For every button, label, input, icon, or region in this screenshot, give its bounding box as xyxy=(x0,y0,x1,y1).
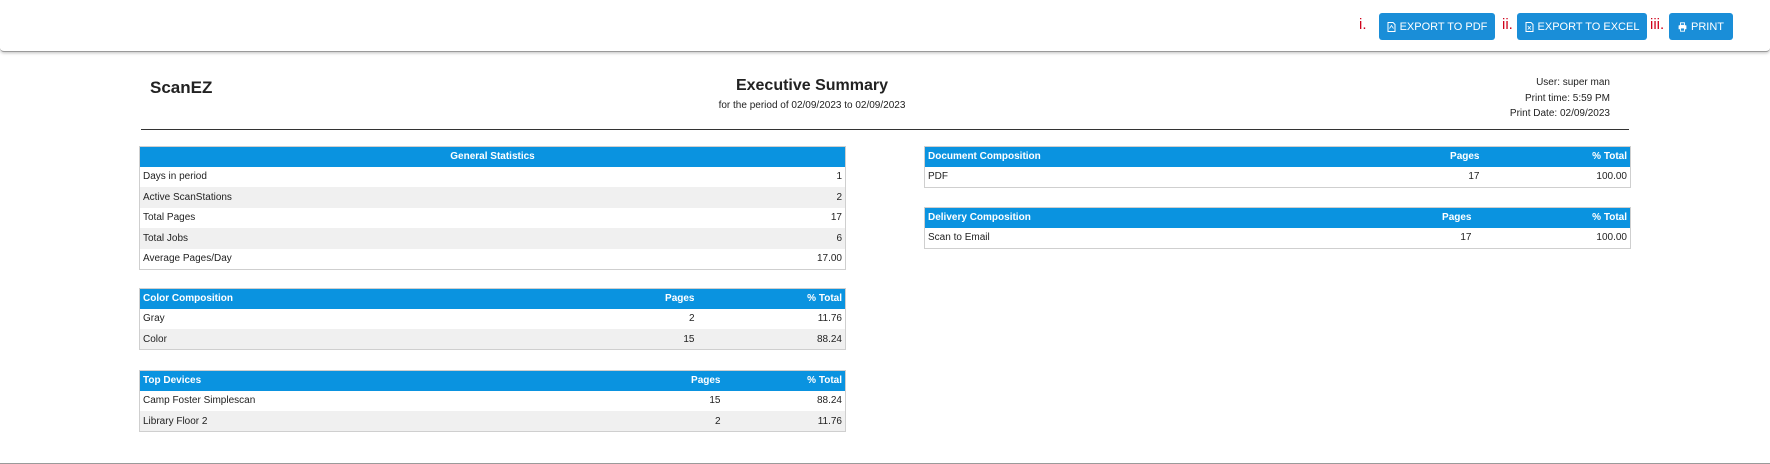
delivery-composition-header: Delivery Composition xyxy=(924,207,1365,228)
percent-total-header: % Total xyxy=(697,288,846,309)
pages-header: Pages xyxy=(1364,207,1475,228)
row-name: PDF xyxy=(928,171,948,182)
top-devices-table: Top Devices Pages % Total Camp Foster Si… xyxy=(139,370,846,432)
stat-value: 2 xyxy=(670,187,846,208)
marker-export-excel: ii. xyxy=(1502,16,1513,33)
pages-header: Pages xyxy=(579,288,698,309)
row-pages: 2 xyxy=(688,313,695,325)
pages-header: Pages xyxy=(1364,146,1483,167)
top-devices-header: Top Devices xyxy=(139,370,580,391)
print-button[interactable]: PRINT xyxy=(1669,13,1733,40)
header-divider xyxy=(141,129,1629,130)
table-row: Color 15 88.24 xyxy=(139,329,846,350)
row-name: Gray xyxy=(143,313,165,325)
stat-value: 17 xyxy=(830,212,842,224)
table-row: Total Pages 17 xyxy=(140,208,846,229)
table-row: Active ScanStations 2 xyxy=(139,187,846,208)
report-period: for the period of 02/09/2023 to 02/09/20… xyxy=(718,100,906,111)
color-composition-header: Color Composition xyxy=(139,288,580,309)
print-user: User: super man xyxy=(1536,77,1610,88)
table-row: Average Pages/Day 17.00 xyxy=(140,249,846,270)
color-composition-table: Color Composition Pages % Total Gray 2 11.… xyxy=(139,288,846,350)
row-percent: 11.76 xyxy=(723,411,846,432)
report-toolbar: i. EXPORT TO PDF ii. EXPORT TO EXCEL iii… xyxy=(0,0,1770,52)
file-pdf-icon xyxy=(1387,21,1396,32)
table-row: Camp Foster Simplescan 15 88.24 xyxy=(140,391,846,412)
export-excel-button[interactable]: EXPORT TO EXCEL xyxy=(1517,13,1647,40)
table-row: Library Floor 2 2 11.76 xyxy=(139,411,846,432)
report-title: Executive Summary xyxy=(735,77,889,94)
stat-label: Total Jobs xyxy=(139,228,671,249)
row-percent: 100.00 xyxy=(1596,171,1627,182)
print-time: Print time: 5:59 PM xyxy=(1524,92,1610,104)
general-statistics-table: General Statistics Days in period 1 Activ… xyxy=(139,146,846,270)
row-percent: 88.24 xyxy=(697,329,846,350)
table-row: Days in period 1 xyxy=(140,167,846,188)
row-percent: 88.24 xyxy=(816,395,842,407)
document-composition-table: Document Composition Pages % Total PDF 17… xyxy=(924,146,1631,188)
row-name: Scan to Email xyxy=(928,232,990,243)
stat-value: 6 xyxy=(670,228,846,249)
row-pages: 15 xyxy=(579,329,698,350)
table-row: PDF 17 100.00 xyxy=(925,167,1631,188)
table-row: Gray 2 11.76 xyxy=(140,309,846,330)
stat-label: Total Pages xyxy=(143,212,196,224)
print-meta: User: super man Print time: 5:59 PM Prin… xyxy=(1510,75,1610,122)
row-percent: 11.76 xyxy=(817,313,842,325)
pages-header: Pages xyxy=(579,370,724,391)
row-pages: 17 xyxy=(1460,232,1472,243)
row-name: Color xyxy=(139,329,580,350)
percent-total-header: % Total xyxy=(1474,207,1631,228)
export-excel-label: EXPORT TO EXCEL xyxy=(1537,20,1640,33)
row-percent: 100.00 xyxy=(1596,232,1627,243)
stat-value: 17.00 xyxy=(816,253,842,264)
percent-total-header: % Total xyxy=(1482,146,1631,167)
marker-print: iii. xyxy=(1650,16,1665,33)
print-label: PRINT xyxy=(1691,20,1724,33)
export-pdf-button[interactable]: EXPORT TO PDF xyxy=(1379,13,1495,40)
export-pdf-label: EXPORT TO PDF xyxy=(1399,20,1488,33)
document-composition-header: Document Composition xyxy=(924,146,1365,167)
row-pages: 15 xyxy=(709,395,721,407)
table-row: Scan to Email 17 100.00 xyxy=(925,228,1631,249)
general-statistics-header: General Statistics xyxy=(139,146,846,167)
brand-name: ScanEZ xyxy=(150,78,213,97)
row-name: Library Floor 2 xyxy=(139,411,580,432)
print-date: Print Date: 02/09/2023 xyxy=(1509,108,1610,119)
row-name: Camp Foster Simplescan xyxy=(143,395,256,407)
percent-total-header: % Total xyxy=(723,370,846,391)
row-pages: 17 xyxy=(1468,171,1480,182)
stat-label: Days in period xyxy=(143,171,207,183)
marker-export-pdf: i. xyxy=(1359,16,1367,33)
stat-label: Active ScanStations xyxy=(139,187,671,208)
report-page: ScanEZ Executive Summary for the period … xyxy=(0,53,1770,464)
table-row: Total Jobs 6 xyxy=(139,228,846,249)
delivery-composition-table: Delivery Composition Pages % Total Scan … xyxy=(924,207,1631,249)
stat-label: Average Pages/Day xyxy=(143,253,232,264)
stat-value: 1 xyxy=(836,171,842,183)
file-excel-icon xyxy=(1525,21,1534,32)
printer-icon xyxy=(1678,21,1687,32)
row-pages: 2 xyxy=(579,411,724,432)
